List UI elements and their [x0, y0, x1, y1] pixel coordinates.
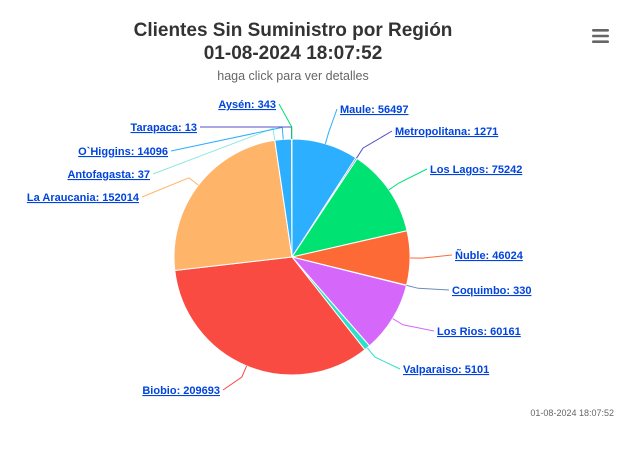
data-label-biobio[interactable]: Biobio: 209693 [142, 385, 220, 397]
data-labels: Maule: 56497 Metropolitana: 1271 Los Lagos… [27, 99, 532, 397]
connector-maule [324, 108, 338, 144]
connector-los-rios [392, 318, 435, 332]
connector-nuble [409, 254, 453, 259]
connector-antofagasta [152, 127, 276, 175]
label-connectors [141, 103, 453, 391]
data-label-valparaiso[interactable]: Valparaiso: 5101 [403, 364, 489, 376]
chart-credit-timestamp: 01-08-2024 18:07:52 [530, 408, 614, 418]
data-label-maule[interactable]: Maule: 56497 [340, 104, 408, 116]
connector-la-araucania [141, 177, 199, 198]
data-label-aysen[interactable]: Aysén: 343 [218, 99, 276, 111]
connector-aysen [278, 103, 293, 139]
data-label-nuble[interactable]: Ñuble: 46024 [455, 249, 524, 262]
connector-valparaiso [366, 347, 401, 370]
connector-coquimbo [406, 284, 450, 291]
data-label-o-higgins[interactable]: O`Higgins: 14096 [78, 146, 168, 158]
pie-slices [173, 138, 411, 376]
connector-biobio [222, 365, 248, 391]
chart-title-timestamp: 01-08-2024 18:07:52 [204, 43, 383, 64]
pie-slice-la-araucania[interactable] [173, 139, 293, 272]
data-label-tarapaca[interactable]: Tarapaca: 13 [131, 122, 197, 134]
data-label-coquimbo[interactable]: Coquimbo: 330 [452, 285, 531, 297]
data-label-metropolitana[interactable]: Metropolitana: 1271 [395, 126, 498, 138]
chart-title: Clientes Sin Suministro por Región [134, 20, 453, 41]
pie-slice-los-lagos[interactable] [290, 157, 408, 258]
connector-los-lagos [388, 168, 428, 191]
chart-subtitle: haga click para ver detalles [217, 69, 368, 83]
hamburger-menu-icon[interactable] [588, 24, 612, 48]
data-label-los-rios[interactable]: Los Rios: 60161 [437, 326, 521, 338]
data-label-la-araucania[interactable]: La Araucania: 152014 [27, 192, 140, 204]
connector-metropolitana [356, 130, 393, 159]
data-label-los-lagos[interactable]: Los Lagos: 75242 [430, 164, 522, 176]
data-label-antofagasta[interactable]: Antofagasta: 37 [67, 169, 150, 181]
